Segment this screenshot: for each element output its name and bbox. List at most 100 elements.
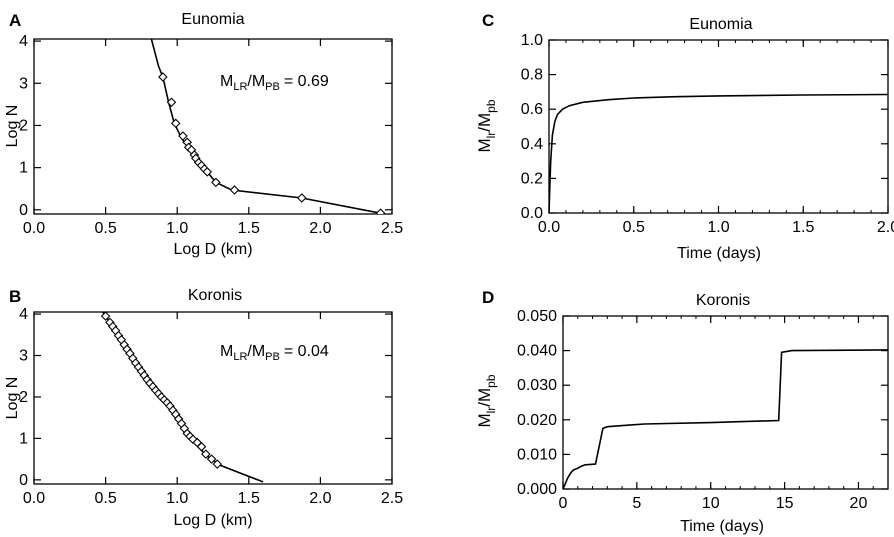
panel-b-annotation: MLR/MPB = 0.04 — [220, 343, 329, 363]
panel-a-series — [150, 39, 386, 214]
panel-d-ylabel-sep: /M — [475, 388, 494, 407]
panel-label-b: B — [9, 287, 21, 306]
x-tick-label: 1.5 — [238, 220, 260, 237]
x-tick-label: 5 — [632, 495, 641, 512]
panel-a-annotation-sub1: LR — [233, 81, 247, 93]
panel-a-yticks: 0 1 2 3 4 — [19, 33, 392, 219]
y-tick-label: 0.0 — [521, 205, 543, 222]
y-tick-label: 0.020 — [517, 412, 557, 429]
y-tick-label: 0.050 — [517, 308, 557, 325]
panel-b-annotation-sep: /M — [247, 343, 265, 360]
panel-b-xticks: 0.0 0.5 1.0 1.5 2.0 2.5 — [23, 312, 403, 507]
series-line — [549, 93, 888, 213]
panel-a-ylabel: Log N — [4, 105, 21, 148]
y-tick-label: 2 — [19, 389, 28, 406]
panel-b-yticks: 0 1 2 3 4 — [19, 306, 392, 489]
panel-b-annotation-sub2: PB — [265, 351, 280, 363]
y-tick-label: 2 — [19, 117, 28, 134]
panel-a-plot-frame — [33, 38, 393, 215]
x-tick-label: 20 — [850, 495, 868, 512]
y-tick-label: 1.0 — [521, 32, 543, 49]
data-point-marker — [158, 72, 168, 82]
y-tick-label: 4 — [19, 33, 28, 50]
panel-d-series — [563, 349, 888, 489]
y-tick-label: 1 — [19, 160, 28, 177]
panel-d-plot-frame — [562, 315, 889, 490]
y-tick-label: 0.030 — [517, 377, 557, 394]
x-tick-label: 10 — [702, 495, 720, 512]
panel-d: D Koronis 0 5 10 15 20 0.0000.0100.0200.0300… — [475, 288, 889, 535]
panel-c-title: Eunomia — [689, 16, 752, 33]
data-point-marker — [196, 441, 207, 452]
panel-a-xlabel: Log D (km) — [173, 241, 252, 258]
panel-label-c: C — [482, 11, 494, 30]
series-line — [150, 39, 381, 214]
y-tick-label: 0.040 — [517, 343, 557, 360]
data-point-marker — [229, 185, 240, 195]
panel-a-annotation-value: = 0.69 — [284, 73, 329, 90]
panel-c-ylabel: Mlr/Mpb — [475, 99, 498, 152]
panel-d-ylabel: Mlr/Mpb — [475, 374, 498, 427]
panel-c: C Eunomia 0.00.51.01.52.0 0.00.20.40.60.… — [475, 11, 894, 262]
panel-d-title: Koronis — [696, 292, 750, 309]
y-tick-label: 0.8 — [521, 67, 543, 84]
x-tick-label: 0.5 — [94, 490, 116, 507]
y-tick-label: 0.010 — [517, 446, 557, 463]
panel-c-yticks: 0.0 0.2 0.4 0.6 0.8 1.0 — [521, 32, 888, 222]
panel-b-series — [100, 312, 264, 483]
data-point-marker — [211, 177, 221, 188]
data-point-marker — [212, 459, 223, 469]
x-tick-label: 2.5 — [381, 220, 403, 237]
series-line — [102, 312, 264, 483]
data-point-marker — [201, 449, 211, 459]
panel-label-a: A — [9, 11, 21, 30]
x-tick-label: 1.5 — [238, 490, 260, 507]
x-tick-label: 0.5 — [94, 220, 116, 237]
y-tick-label: 4 — [19, 306, 28, 323]
data-point-marker — [375, 208, 386, 214]
x-tick-label: 1.0 — [707, 219, 729, 236]
panel-b-title: Koronis — [188, 287, 242, 304]
x-tick-label: 2.5 — [381, 490, 403, 507]
panel-c-ylabel-sub2: pb — [484, 99, 498, 113]
panel-label-d: D — [482, 288, 494, 307]
x-tick-label: 0 — [559, 495, 568, 512]
y-tick-label: 0.6 — [521, 101, 543, 118]
series-line — [563, 349, 888, 489]
y-tick-label: 0 — [19, 202, 28, 219]
panel-a-annotation: MLR/MPB = 0.69 — [220, 73, 329, 93]
panel-c-ylabel-sep: /M — [475, 113, 494, 132]
panel-b-xlabel: Log D (km) — [173, 512, 252, 529]
panel-a-xticks: 0.0 0.5 1.0 1.5 2.0 2.5 — [23, 39, 403, 237]
panel-b-ylabel: Log N — [4, 377, 21, 420]
y-tick-label: 3 — [19, 75, 28, 92]
panel-a-title: Eunomia — [181, 11, 244, 28]
x-tick-label: 1.5 — [792, 219, 814, 236]
panel-a: A Eunomia 0.0 0.5 1.0 1.5 2.0 2.5 0 1 2 3 4 Log D… — [4, 11, 403, 258]
panel-b-annotation-value: = 0.04 — [284, 343, 329, 360]
x-tick-label: 2.0 — [309, 490, 331, 507]
panel-b-plot-frame — [33, 311, 393, 485]
panel-c-ylabel-sub1: lr — [484, 132, 498, 139]
panel-b: B Koronis 0.0 0.5 1.0 1.5 2.0 2.5 0 1 2 3 4 Log D… — [4, 287, 403, 529]
panel-c-series — [549, 93, 888, 213]
panel-d-yticks: 0.000 0.010 0.020 0.030 0.040 0.050 — [517, 308, 888, 498]
data-point-marker — [166, 97, 177, 108]
panel-a-annotation-sep: /M — [247, 73, 265, 90]
y-tick-label: 0.4 — [521, 136, 543, 153]
panel-d-ylabel-m: M — [475, 413, 494, 427]
x-tick-label: 0.0 — [23, 490, 45, 507]
panel-c-ylabel-m: M — [475, 138, 494, 152]
x-tick-label: 0.0 — [23, 220, 45, 237]
x-tick-label: 2.0 — [309, 220, 331, 237]
y-tick-label: 3 — [19, 348, 28, 365]
panel-d-ylabel-sub1: lr — [484, 407, 498, 414]
y-tick-label: 0.000 — [517, 481, 557, 498]
data-point-marker — [206, 454, 217, 464]
x-tick-label: 0.0 — [538, 219, 560, 236]
y-tick-label: 0.2 — [521, 170, 543, 187]
data-point-marker — [170, 118, 181, 129]
x-tick-label: 2.0 — [877, 219, 894, 236]
panel-b-annotation-m: M — [220, 343, 233, 360]
